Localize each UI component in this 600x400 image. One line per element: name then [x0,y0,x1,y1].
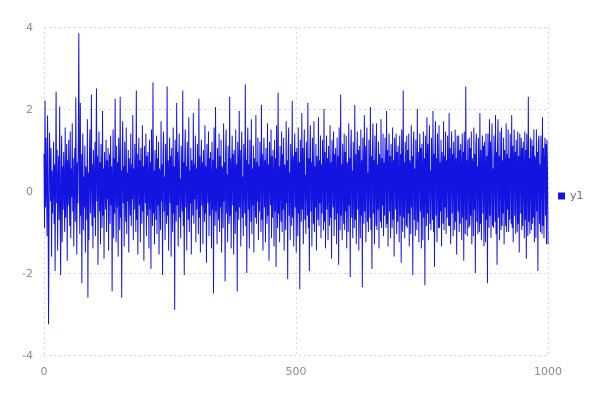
y-axis-tick-label: 4 [26,21,33,34]
x-axis-tick-label: 1000 [534,365,562,378]
series-layer [43,33,549,325]
x-axis-tick-label: 0 [41,365,48,378]
y-axis-tick-label: 2 [26,103,33,116]
legend-label-y1[interactable]: y1 [570,189,584,202]
x-axis-tick-labels: 0 500 1000 [41,365,563,378]
legend-marker-y1[interactable] [558,192,565,200]
y-axis-tick-label: 0 [26,185,33,198]
chart-legend[interactable]: y1 [558,189,584,202]
series-line-y1 [43,33,549,325]
y-axis-tick-labels: 4 2 0 -2 -4 [22,21,33,362]
x-axis-tick-label: 500 [286,365,307,378]
y-axis-tick-label: -2 [22,267,33,280]
y-axis-tick-label: -4 [22,349,33,362]
